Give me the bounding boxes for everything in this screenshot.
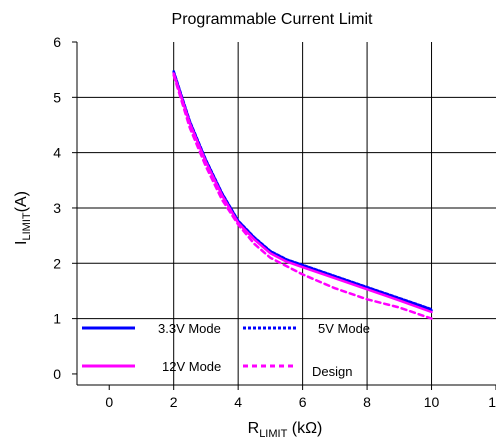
x-tick-label-3: 6 <box>299 394 307 410</box>
x-tick-label-6: 12 <box>488 394 496 410</box>
series-line-3 <box>172 73 433 320</box>
x-axis-label: RLIMIT (kΩ) <box>248 420 323 440</box>
x-axis-label-unit: (kΩ) <box>287 420 322 437</box>
y-axis-label-main: I <box>13 241 30 245</box>
y-axis-label-unit: (A) <box>13 191 30 212</box>
y-tick-label-4: 4 <box>53 145 61 161</box>
y-tick-label-1: 1 <box>53 311 61 327</box>
plot-area: 0123456024681012 <box>53 34 496 410</box>
x-tick-label-4: 8 <box>363 394 371 410</box>
legend-label-0: 3.3V Mode <box>158 321 221 336</box>
x-axis-label-main: R <box>248 420 260 437</box>
y-tick-label-0: 0 <box>53 366 61 382</box>
chart-title: Programmable Current Limit <box>172 11 374 28</box>
x-axis-label-sub: LIMIT <box>259 428 287 440</box>
x-tick-label-5: 10 <box>424 394 440 410</box>
legend-label-2: 12V Mode <box>162 359 221 374</box>
legend-label-3: Design <box>312 364 352 379</box>
y-tick-label-5: 5 <box>53 89 61 105</box>
x-tick-label-0: 0 <box>105 394 113 410</box>
x-tick-label-1: 2 <box>170 394 178 410</box>
legend-label-1: 5V Mode <box>318 321 370 336</box>
y-axis-label-sub: LIMIT <box>21 212 33 240</box>
legend: 3.3V Mode 5V Mode 12V Mode Design <box>82 321 370 379</box>
y-tick-label-6: 6 <box>53 34 61 50</box>
series-line-2 <box>172 72 433 314</box>
y-axis-label: ILIMIT(A) <box>13 191 33 245</box>
x-tick-label-2: 4 <box>234 394 242 410</box>
y-tick-label-2: 2 <box>53 255 61 271</box>
y-tick-label-3: 3 <box>53 200 61 216</box>
